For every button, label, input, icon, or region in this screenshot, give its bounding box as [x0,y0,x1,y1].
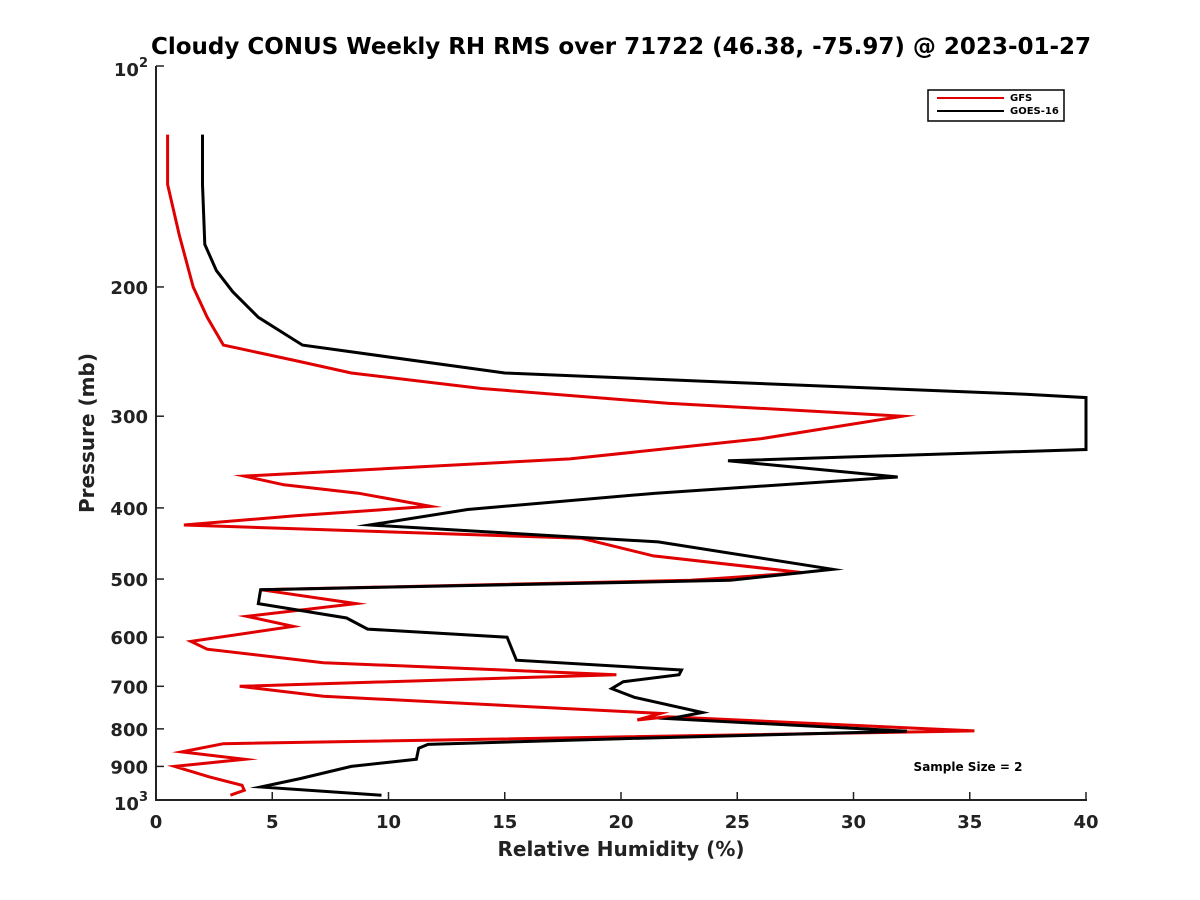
x-tick-label: 5 [266,812,279,833]
x-ticks: 0 5 10 15 20 25 30 35 40 [150,792,1099,833]
y-tick-label: 102 [114,56,148,81]
y-tick-label: 200 [110,278,148,299]
y-tick-label: 300 [110,407,148,428]
y-tick-label: 800 [110,720,148,741]
y-tick-label: 103 [114,790,148,815]
y-tick-label: 500 [110,570,148,591]
x-axis-label: Relative Humidity (%) [497,837,744,861]
y-axis-label: Pressure (mb) [75,353,99,513]
chart-title: Cloudy CONUS Weekly RH RMS over 71722 (4… [151,34,1091,60]
x-tick-label: 20 [608,812,633,833]
series-line-goes16 [201,134,1088,797]
x-tick-label: 10 [376,812,401,833]
legend-box [927,89,1065,122]
y-ticks: 102 200 300 400 500 600 700 800 900 103 [110,56,164,815]
x-tick-label: 25 [725,812,750,833]
y-tick-label: 900 [110,757,148,778]
x-tick-label: 40 [1073,812,1098,833]
x-tick-label: 0 [150,812,163,833]
y-tick-label: 700 [110,677,148,698]
series-layer [166,134,1088,797]
legend: GFS GOES-16 [927,89,1065,122]
x-tick-label: 30 [841,812,866,833]
legend-label-goes16: GOES-16 [1010,106,1059,117]
legend-label-gfs: GFS [1010,93,1032,104]
x-tick-label: 35 [957,812,982,833]
y-tick-label: 400 [110,499,148,520]
sample-size-annotation: Sample Size = 2 [914,760,1023,774]
x-tick-label: 15 [492,812,517,833]
y-tick-label: 600 [110,628,148,649]
